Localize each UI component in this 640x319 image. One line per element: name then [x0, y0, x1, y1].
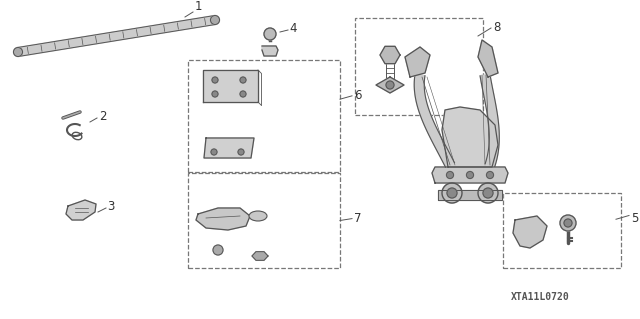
- Circle shape: [386, 81, 394, 89]
- Polygon shape: [478, 40, 498, 77]
- Text: 5: 5: [631, 211, 638, 225]
- Text: XTA11L0720: XTA11L0720: [511, 292, 570, 302]
- Polygon shape: [405, 47, 430, 77]
- Circle shape: [240, 91, 246, 97]
- Polygon shape: [438, 190, 502, 200]
- Circle shape: [213, 245, 223, 255]
- Polygon shape: [262, 46, 278, 56]
- Text: 3: 3: [107, 200, 115, 213]
- Polygon shape: [513, 216, 547, 248]
- Polygon shape: [380, 46, 400, 64]
- Ellipse shape: [249, 211, 267, 221]
- Circle shape: [478, 183, 498, 203]
- Circle shape: [211, 149, 217, 155]
- Circle shape: [486, 172, 493, 179]
- Polygon shape: [17, 16, 216, 56]
- Circle shape: [447, 172, 454, 179]
- Text: 1: 1: [195, 0, 202, 13]
- Text: 2: 2: [99, 110, 106, 123]
- Circle shape: [483, 188, 493, 198]
- Circle shape: [560, 215, 576, 231]
- Polygon shape: [196, 208, 250, 230]
- Bar: [188, 60, 340, 172]
- Circle shape: [212, 91, 218, 97]
- Circle shape: [264, 28, 276, 40]
- Bar: [188, 173, 340, 268]
- Text: 7: 7: [354, 212, 362, 226]
- Polygon shape: [442, 107, 498, 167]
- Bar: [503, 193, 621, 268]
- Circle shape: [447, 188, 457, 198]
- Polygon shape: [252, 252, 268, 260]
- Circle shape: [212, 77, 218, 83]
- Circle shape: [13, 48, 22, 56]
- Text: 8: 8: [493, 21, 500, 34]
- Circle shape: [211, 16, 220, 25]
- Circle shape: [240, 77, 246, 83]
- Circle shape: [467, 172, 474, 179]
- Polygon shape: [376, 77, 404, 93]
- Bar: [355, 18, 483, 115]
- Polygon shape: [203, 70, 258, 102]
- Polygon shape: [66, 200, 96, 220]
- Polygon shape: [414, 74, 454, 167]
- Circle shape: [442, 183, 462, 203]
- Circle shape: [564, 219, 572, 227]
- Polygon shape: [432, 167, 508, 183]
- Text: 4: 4: [289, 22, 296, 35]
- Polygon shape: [204, 138, 254, 158]
- Circle shape: [238, 149, 244, 155]
- Polygon shape: [480, 74, 499, 167]
- Text: 6: 6: [354, 89, 362, 102]
